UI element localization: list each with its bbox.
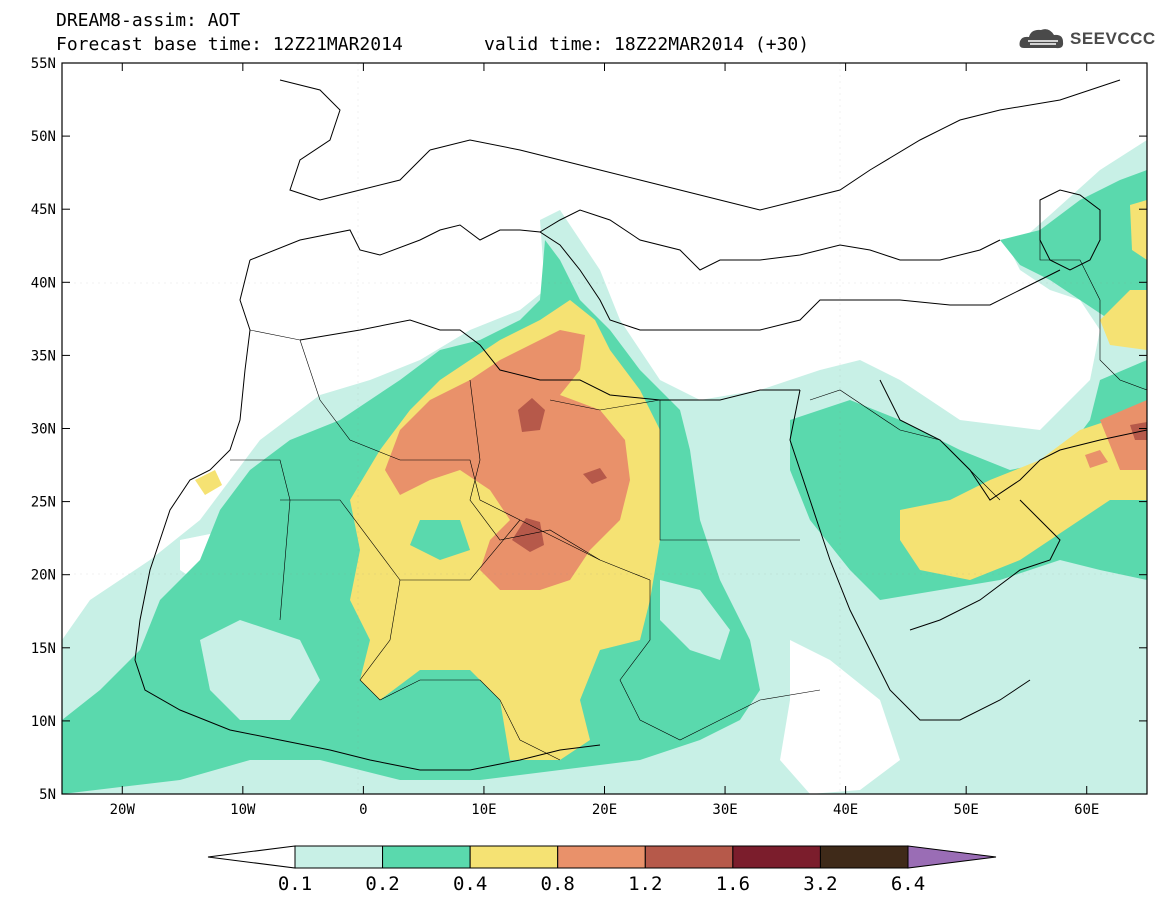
colorbar-segment	[382, 845, 471, 869]
lat-tick-label: 5N	[39, 787, 56, 803]
valid-time: valid time: 18Z22MAR2014 (+30)	[484, 34, 810, 55]
lat-tick-label: 25N	[31, 495, 56, 511]
aot-contour-1.2	[512, 398, 1147, 552]
colorbar-label: 0.2	[365, 873, 399, 895]
colorbar-over-arrow	[907, 845, 997, 869]
colorbar-label: 1.6	[716, 873, 750, 895]
lon-tick-label: 40E	[833, 802, 858, 818]
lon-tick-label: 60E	[1074, 802, 1099, 818]
colorbar-label: 6.4	[891, 873, 925, 895]
country-borders	[230, 200, 1147, 761]
colorbar-label: 0.8	[541, 873, 575, 895]
coastlines	[134, 79, 1147, 771]
colorbar-under-arrow	[207, 845, 296, 869]
colorbar-segment	[469, 845, 559, 869]
colorbar-label: 1.2	[628, 873, 662, 895]
lon-tick-label: 20E	[592, 802, 617, 818]
lat-tick-label: 40N	[31, 275, 56, 291]
colorbar-label: 3.2	[803, 873, 837, 895]
lon-tick-label: 10W	[230, 802, 256, 818]
lat-tick-label: 55N	[31, 56, 56, 72]
base-time: Forecast base time: 12Z21MAR2014	[56, 34, 403, 55]
lat-tick-label: 50N	[31, 129, 56, 145]
colorbar-label: 0.4	[453, 873, 487, 895]
lon-axis: 20W 10W 0 10E 20E 30E 40E 50E 60E	[110, 63, 1099, 818]
lon-tick-label: 30E	[712, 802, 737, 818]
lat-tick-label: 30N	[31, 422, 56, 438]
lon-tick-label: 20W	[110, 802, 136, 818]
chart-title: DREAM8-assim: AOT	[56, 10, 241, 31]
logo-cloud-icon	[1019, 29, 1064, 49]
lon-tick-label: 0	[359, 802, 367, 818]
colorbar-segment	[732, 845, 821, 869]
forecast-times: Forecast base time: 12Z21MAR2014 valid ti…	[56, 34, 809, 55]
lat-tick-label: 45N	[31, 202, 56, 218]
colorbar-label: 0.1	[278, 873, 312, 895]
lat-tick-label: 15N	[31, 641, 56, 657]
lat-tick-label: 35N	[31, 348, 56, 364]
colorbar-segment	[294, 845, 384, 869]
colorbar-segment	[819, 845, 909, 869]
lat-tick-label: 20N	[31, 568, 56, 584]
colorbar: 0.1 0.2 0.4 0.8 1.2 1.6 3.2 6.4	[207, 845, 997, 895]
colorbar-segment	[557, 845, 646, 869]
lon-tick-label: 10E	[471, 802, 496, 818]
lat-axis: 5N 10N 15N 20N 25N 30N 35N 40N 45N 50N 55N	[31, 56, 1147, 803]
lat-tick-label: 10N	[31, 714, 56, 730]
lon-tick-label: 50E	[954, 802, 979, 818]
logo-text: SEEVCCC	[1070, 29, 1156, 48]
gridlines	[62, 63, 1147, 794]
colorbar-segment	[644, 845, 734, 869]
